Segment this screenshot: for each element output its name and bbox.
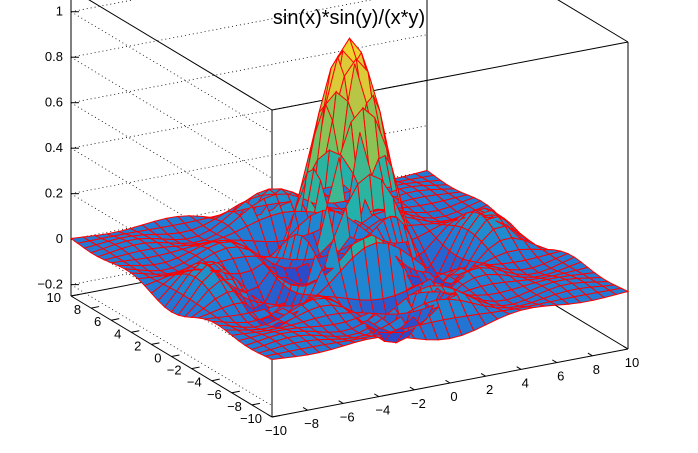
x-tick-1 xyxy=(302,407,308,411)
x-tick-10 xyxy=(623,345,629,350)
x-tick-label-7: 4 xyxy=(522,375,529,390)
x-tick-4 xyxy=(409,386,415,391)
chart-title: sin(x)*sin(y)/(x*y) xyxy=(273,7,425,29)
z-grid-line-left-6 xyxy=(70,11,273,134)
z-tick-label-3: 0.4 xyxy=(45,140,63,155)
surface-quad-14-7 xyxy=(383,331,405,344)
y-tick-10 xyxy=(70,293,80,297)
y-tick-label-0: −10 xyxy=(240,411,262,426)
z-grid-line-back-6 xyxy=(70,0,135,13)
x-tick-label-10: 10 xyxy=(625,355,639,370)
y-tick-label-8: 6 xyxy=(94,314,101,329)
x-tick-label-3: −4 xyxy=(375,403,390,418)
z-tick-label-0: −0.2 xyxy=(37,277,63,292)
x-tick-label-2: −6 xyxy=(340,409,355,424)
surface-quad-14-21 xyxy=(290,283,310,287)
y-tick-0 xyxy=(271,414,281,418)
y-tick-5 xyxy=(171,354,180,357)
y-tick-label-6: 2 xyxy=(134,338,141,353)
x-tick-6 xyxy=(480,373,486,377)
y-tick-label-10: 10 xyxy=(47,290,61,305)
z-grid-line-left-5 xyxy=(70,56,273,179)
z-grid-line-back-2 xyxy=(70,125,428,195)
x-tick-label-6: 2 xyxy=(486,382,493,397)
x-tick-0 xyxy=(267,413,273,418)
y-tick-6 xyxy=(151,342,160,345)
y-tick-2 xyxy=(231,390,240,394)
box-left-top-line xyxy=(88,0,273,111)
z-grid-line-back-1 xyxy=(70,170,428,240)
x-tick-label-1: −8 xyxy=(304,416,319,431)
y-tick-1 xyxy=(251,402,261,406)
z-grid-line-back-5 xyxy=(70,0,373,58)
x-tick-3 xyxy=(374,393,380,398)
y-tick-4 xyxy=(191,366,200,370)
y-tick-label-3: −4 xyxy=(187,375,202,390)
z-tick-label-1: 0 xyxy=(56,231,63,246)
x-tick-label-0: −10 xyxy=(265,423,287,438)
z-tick-label-6: 1 xyxy=(56,4,63,19)
y-tick-8 xyxy=(111,318,120,321)
x-tick-7 xyxy=(516,366,522,370)
x-tick-8 xyxy=(552,359,558,364)
z-grid-line-back-4 xyxy=(70,34,428,104)
z-grid-line-back-3 xyxy=(70,79,428,149)
y-tick-7 xyxy=(131,330,140,333)
y-tick-label-4: −2 xyxy=(167,363,182,378)
surface-layer xyxy=(69,37,630,360)
y-tick-3 xyxy=(211,378,220,382)
box-right-top-line xyxy=(557,0,629,43)
surface-quad-0-0 xyxy=(263,353,286,360)
z-grid-line-back-0 xyxy=(70,216,428,286)
z-tick-label-2: 0.2 xyxy=(45,186,63,201)
y-tick-label-9: 8 xyxy=(74,302,81,317)
y-tick-label-2: −6 xyxy=(207,387,222,402)
x-tick-label-4: −2 xyxy=(411,396,426,411)
y-tick-label-5: 0 xyxy=(154,351,161,366)
x-tick-2 xyxy=(338,400,344,404)
x-tick-label-5: 0 xyxy=(450,389,457,404)
y-tick-9 xyxy=(91,306,100,309)
x-tick-5 xyxy=(445,379,451,384)
y-tick-label-7: 4 xyxy=(114,326,121,341)
x-tick-9 xyxy=(587,352,593,357)
y-tick-label-1: −8 xyxy=(227,399,242,414)
z-tick-label-4: 0.6 xyxy=(45,95,63,110)
labels-layer: −0.200.20.40.60.81−10 −8 −6 −4 −2 0 2 4 6 8 10−10−… xyxy=(37,4,639,438)
x-tick-label-8: 6 xyxy=(557,369,564,384)
z-tick-label-5: 0.8 xyxy=(45,49,63,64)
x-tick-label-9: 8 xyxy=(593,362,600,377)
